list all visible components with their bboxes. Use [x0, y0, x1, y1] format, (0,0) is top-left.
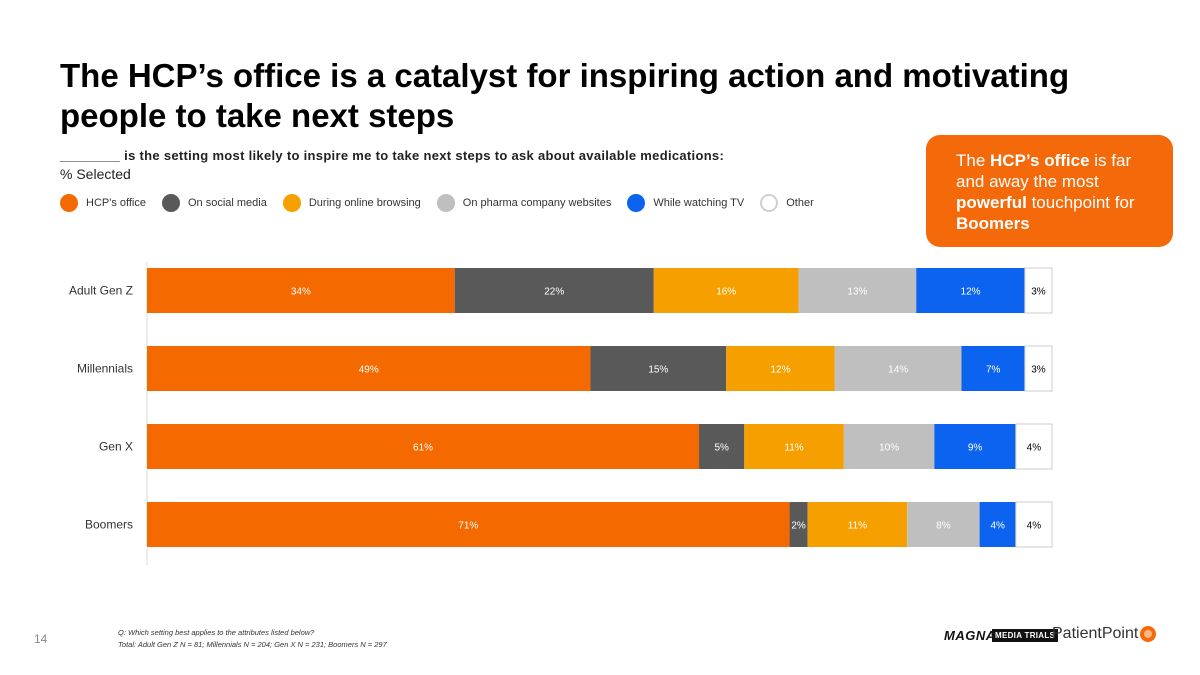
data-label: 71% [458, 521, 478, 532]
bar-segment [744, 424, 844, 469]
chart-legend: HCP's office On social media During onli… [60, 193, 920, 213]
bar-segment [916, 268, 1025, 313]
callout-text: The [956, 151, 991, 170]
data-label: 5% [714, 443, 729, 454]
data-label: 4% [990, 521, 1005, 532]
bar-segment [147, 424, 700, 469]
bar-segment [907, 502, 980, 547]
bar-segment [147, 502, 790, 547]
data-label: 16% [716, 287, 736, 298]
patientpoint-logo: PatientPoint [1052, 625, 1157, 643]
bar-segment [147, 346, 591, 391]
data-label: 22% [544, 287, 564, 298]
legend-item-other: Other [760, 194, 814, 212]
bar-segment [147, 268, 455, 313]
bar-segment [934, 424, 1016, 469]
bar-segment [590, 346, 727, 391]
bar-segment [726, 346, 835, 391]
category-label: Gen X [99, 440, 133, 454]
bar-segment [1015, 501, 1053, 548]
bar-segment [979, 502, 1016, 547]
data-label: 8% [936, 521, 951, 532]
data-label: 11% [784, 443, 803, 454]
legend-label: While watching TV [653, 197, 745, 209]
data-label: 12% [770, 365, 790, 376]
callout-box: The HCP’s office is far and away the mos… [926, 135, 1173, 247]
legend-swatch [627, 194, 646, 212]
legend-swatch [60, 194, 78, 212]
data-label: 61% [413, 443, 433, 454]
legend-label: On pharma company websites [462, 197, 612, 209]
legend-swatch [760, 194, 779, 212]
patientpoint-logo-text: PatientPoint [1052, 625, 1139, 642]
legend-label: During online browsing [308, 197, 421, 209]
data-label: 3% [1031, 287, 1046, 298]
legend-swatch [436, 194, 455, 212]
media-trials-logo: MEDIA TRIALS [992, 629, 1059, 642]
legend-item-pharma-websites: On pharma company websites [436, 194, 612, 212]
category-label: Adult Gen Z [69, 284, 133, 298]
bar-segment [789, 502, 808, 547]
data-label: 2% [791, 521, 806, 532]
legend-label: Other [786, 197, 814, 209]
bar-segment [1015, 423, 1053, 470]
bar-segment [454, 268, 654, 313]
bar-segment [1024, 267, 1053, 314]
legend-swatch [161, 194, 180, 212]
bar-segment [961, 346, 1025, 391]
legend-item-social-media: On social media [161, 194, 267, 212]
data-label: 12% [961, 287, 981, 298]
callout-bold-powerful: powerful [956, 193, 1027, 212]
data-label: 11% [848, 521, 867, 532]
data-label: 13% [847, 287, 867, 298]
legend-item-hcp-office: HCP's office [60, 194, 146, 212]
question-text: ________ is the setting most likely to i… [60, 148, 725, 163]
data-label: 14% [888, 365, 908, 376]
data-label: 34% [291, 287, 311, 298]
callout-text: touchpoint for [1026, 193, 1135, 212]
bar-segment [1024, 345, 1053, 392]
category-label: Boomers [85, 518, 133, 532]
legend-label: On social media [187, 197, 267, 209]
metric-label: % Selected [60, 166, 131, 182]
bar-segment [834, 346, 962, 391]
category-label: Millennials [77, 362, 133, 376]
magna-logo: MAGNA [944, 628, 996, 643]
data-label: 4% [1027, 521, 1042, 532]
patientpoint-logo-icon [1140, 626, 1157, 642]
callout-text: is far and away the most [956, 151, 1132, 191]
bar-segment [807, 502, 908, 547]
data-label: 49% [359, 365, 379, 376]
footnote-question: Q: Which setting best applies to the att… [118, 628, 315, 637]
callout-bold-boomers: Boomers [956, 214, 1030, 233]
page-title: The HCP’s office is a catalyst for inspi… [60, 57, 1070, 134]
bar-segment [843, 424, 935, 469]
data-label: 3% [1031, 365, 1046, 376]
bar-segment [798, 268, 917, 313]
legend-swatch [282, 194, 301, 212]
data-label: 10% [879, 443, 899, 454]
data-label: 7% [986, 365, 1001, 376]
data-label: 15% [648, 365, 668, 376]
legend-item-watching-tv: While watching TV [627, 194, 744, 212]
bar-segment [653, 268, 799, 313]
callout-bold-hcp: HCP’s office [990, 151, 1090, 170]
page-number: 14 [34, 632, 48, 646]
legend-item-online-browsing: During online browsing [282, 194, 421, 212]
footnote-sample: Total: Adult Gen Z N = 81; Millennials N… [118, 640, 387, 649]
data-label: 9% [968, 443, 983, 454]
bar-segment [699, 424, 745, 469]
legend-label: HCP's office [86, 197, 146, 209]
data-label: 4% [1027, 443, 1042, 454]
footnote: Q: Which setting best applies to the att… [118, 627, 387, 651]
